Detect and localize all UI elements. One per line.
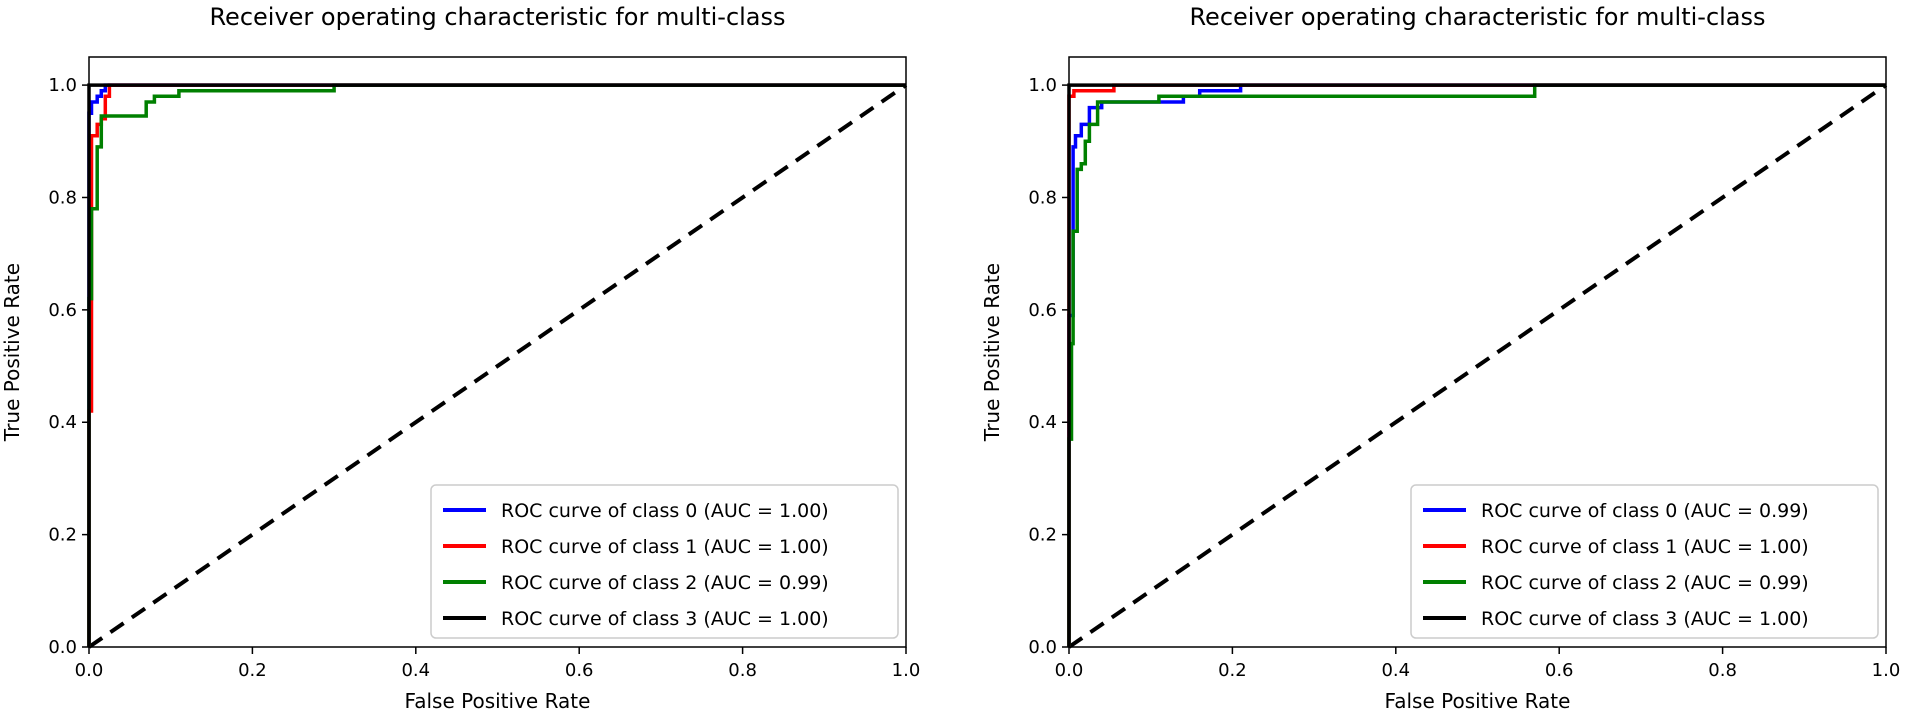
plot-frame — [88, 56, 907, 648]
x-axis-label: False Positive Rate — [1385, 689, 1571, 713]
roc-line-class-2 — [87, 83, 906, 647]
chart-panel-2: Receiver operating characteristic for mu… — [980, 3, 1900, 713]
roc-line-class-0 — [1067, 83, 1886, 647]
y-axis-label: True Positive Rate — [980, 263, 1004, 442]
y-tick-label: 0.8 — [1028, 187, 1057, 208]
x-tick-label: 0.2 — [1218, 660, 1247, 681]
legend: ROC curve of class 0 (AUC = 1.00) ROC cur… — [430, 484, 899, 639]
y-tick-label: 0.0 — [48, 637, 77, 658]
x-tick-label: 0.0 — [1055, 660, 1084, 681]
x-tick-label: 1.0 — [892, 660, 921, 681]
x-tick-label: 0.4 — [1381, 660, 1410, 681]
y-tick-label: 0.0 — [1028, 637, 1057, 658]
diagonal-reference-line — [87, 83, 908, 649]
y-tick-label: 0.6 — [1028, 300, 1057, 321]
chart-title: Receiver operating characteristic for mu… — [1189, 3, 1765, 31]
legend-entry-class-3: ROC curve of class 3 (AUC = 1.00) — [501, 608, 829, 630]
chart-panel-1: Receiver operating characteristic for mu… — [0, 3, 920, 713]
y-tick-label: 0.4 — [48, 412, 77, 433]
legend-entry-class-0: ROC curve of class 0 (AUC = 0.99) — [1481, 500, 1809, 522]
legend-entry-class-0: ROC curve of class 0 (AUC = 1.00) — [501, 500, 829, 522]
x-tick-label: 0.4 — [401, 660, 430, 681]
x-tick-label: 0.0 — [75, 660, 104, 681]
x-tick-label: 0.6 — [1545, 660, 1574, 681]
roc-line-class-2 — [1067, 83, 1886, 647]
y-tick-label: 1.0 — [48, 75, 77, 96]
x-axis-label: False Positive Rate — [405, 689, 591, 713]
legend-box — [1410, 484, 1879, 639]
y-tick-label: 0.2 — [48, 525, 77, 546]
y-axis-label: True Positive Rate — [0, 263, 24, 442]
diagonal-reference-line — [1067, 83, 1888, 649]
y-tick-label: 0.2 — [1028, 525, 1057, 546]
legend: ROC curve of class 0 (AUC = 0.99) ROC cur… — [1410, 484, 1879, 639]
legend-entry-class-1: ROC curve of class 1 (AUC = 1.00) — [1481, 536, 1809, 558]
legend-entry-class-1: ROC curve of class 1 (AUC = 1.00) — [501, 536, 829, 558]
x-tick-label: 0.8 — [1708, 660, 1737, 681]
legend-entry-class-2: ROC curve of class 2 (AUC = 0.99) — [501, 572, 829, 594]
x-tick-label: 0.2 — [238, 660, 267, 681]
legend-entry-class-2: ROC curve of class 2 (AUC = 0.99) — [1481, 572, 1809, 594]
y-tick-label: 0.8 — [48, 187, 77, 208]
y-tick-label: 1.0 — [1028, 75, 1057, 96]
x-tick-label: 0.6 — [565, 660, 594, 681]
chart-title: Receiver operating characteristic for mu… — [209, 3, 785, 31]
legend-box — [430, 484, 899, 639]
legend-entry-class-3: ROC curve of class 3 (AUC = 1.00) — [1481, 608, 1809, 630]
y-tick-label: 0.4 — [1028, 412, 1057, 433]
x-tick-label: 0.8 — [728, 660, 757, 681]
x-tick-label: 1.0 — [1872, 660, 1901, 681]
y-tick-label: 0.6 — [48, 300, 77, 321]
plot-frame — [1068, 56, 1887, 648]
